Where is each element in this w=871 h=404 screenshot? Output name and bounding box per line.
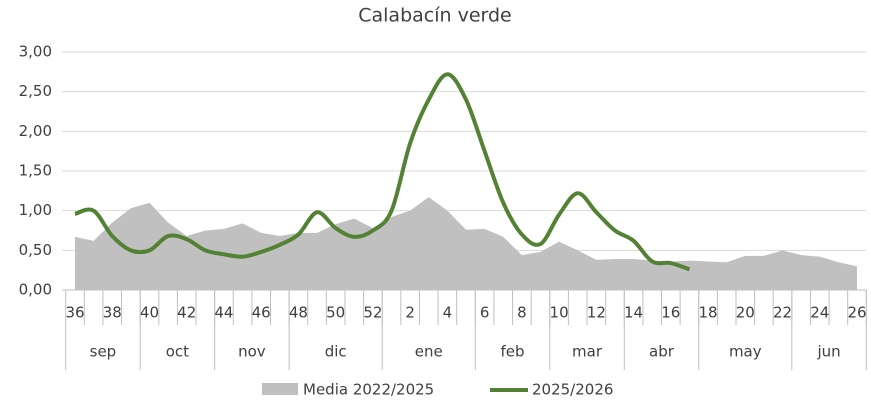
group-label: mar bbox=[572, 343, 603, 361]
x-tick-label: 10 bbox=[550, 304, 569, 322]
x-tick-label: 26 bbox=[847, 304, 866, 322]
y-tick-label: 2,00 bbox=[19, 122, 52, 140]
area bbox=[75, 197, 857, 290]
x-tick-label: 40 bbox=[140, 304, 159, 322]
x-tick-label: 2 bbox=[405, 304, 415, 322]
x-tick-label: 12 bbox=[587, 304, 606, 322]
x-tick-label: 46 bbox=[252, 304, 271, 322]
legend-label: Media 2022/2025 bbox=[303, 381, 434, 399]
group-label: dic bbox=[325, 343, 347, 361]
x-tick-label: 52 bbox=[363, 304, 382, 322]
x-tick-label: 48 bbox=[289, 304, 308, 322]
legend-swatch bbox=[262, 383, 298, 395]
group-label: nov bbox=[238, 343, 266, 361]
x-tick-label: 6 bbox=[480, 304, 490, 322]
x-tick-label: 50 bbox=[326, 304, 345, 322]
x-tick-label: 42 bbox=[177, 304, 196, 322]
x-tick-label: 36 bbox=[65, 304, 84, 322]
x-tick-label: 24 bbox=[810, 304, 829, 322]
group-label: ene bbox=[415, 343, 443, 361]
group-label: jun bbox=[816, 343, 840, 361]
x-tick-label: 22 bbox=[773, 304, 792, 322]
x-tick-label: 8 bbox=[517, 304, 527, 322]
group-label: abr bbox=[649, 343, 675, 361]
x-tick-label: 4 bbox=[443, 304, 453, 322]
y-tick-label: 2,50 bbox=[19, 82, 52, 100]
x-tick-label: 38 bbox=[103, 304, 122, 322]
legend-label: 2025/2026 bbox=[532, 381, 613, 399]
group-label: may bbox=[729, 343, 762, 361]
y-tick-label: 0,50 bbox=[19, 241, 52, 259]
line bbox=[74, 72, 691, 272]
x-tick-label: 16 bbox=[661, 304, 680, 322]
chart-title: Calabacín verde bbox=[358, 5, 512, 27]
y-tick-label: 3,00 bbox=[19, 43, 52, 61]
y-tick-label: 0,00 bbox=[19, 281, 52, 299]
x-tick-label: 18 bbox=[699, 304, 718, 322]
y-tick-label: 1,50 bbox=[19, 162, 52, 180]
x-tick-label: 14 bbox=[624, 304, 643, 322]
group-label: oct bbox=[166, 343, 189, 361]
y-tick-label: 1,00 bbox=[19, 201, 52, 219]
group-label: feb bbox=[501, 343, 525, 361]
x-tick-label: 44 bbox=[214, 304, 233, 322]
group-label: sep bbox=[90, 343, 117, 361]
x-tick-label: 20 bbox=[736, 304, 755, 322]
